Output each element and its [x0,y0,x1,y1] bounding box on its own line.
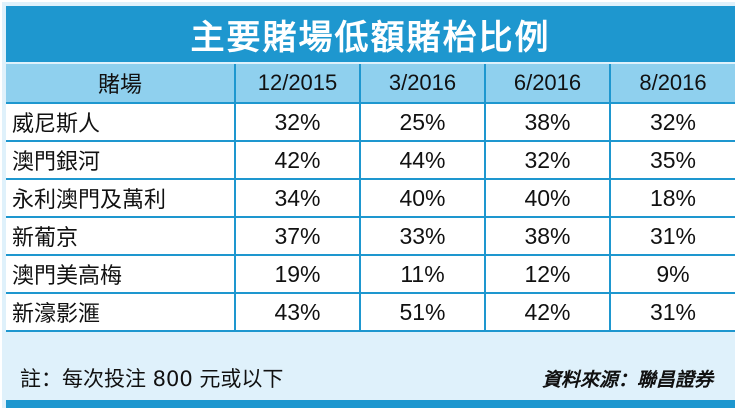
column-header-12-2015: 12/2015 [234,64,361,104]
table-cell: 32% [484,141,611,180]
table-cell: 33% [359,217,486,256]
table-row: 威尼斯人 32% 25% 38% 32% [6,103,735,142]
table-row: 澳門美高梅 19% 11% 12% 9% [6,255,735,294]
table-cell: 44% [359,141,486,180]
footer: 註：每次投注 800 元或以下 資料來源：聯昌證券 [6,358,735,398]
table-cell: 9% [609,255,735,294]
table-cell: 40% [359,179,486,218]
table-cell: 19% [234,255,361,294]
casino-table: 賭場 12/2015 3/2016 6/2016 8/2016 威尼斯人 32%… [6,64,735,332]
page-title: 主要賭場低額賭枱比例 [190,17,551,58]
title-bar: 主要賭場低額賭枱比例 [6,6,735,62]
table-row: 澳門銀河 42% 44% 32% 35% [6,141,735,180]
casino-name: 澳門美高梅 [6,255,236,294]
table-row: 永利澳門及萬利 34% 40% 40% 18% [6,179,735,218]
casino-name: 永利澳門及萬利 [6,179,236,218]
bottom-divider [6,400,735,408]
table-cell: 35% [609,141,735,180]
table-cell: 34% [234,179,361,218]
source-credit: 資料來源：聯昌證券 [541,368,713,391]
table-cell: 40% [484,179,611,218]
column-header-8-2016: 8/2016 [609,64,735,104]
casino-name: 新葡京 [6,217,236,256]
table-header-row: 賭場 12/2015 3/2016 6/2016 8/2016 [6,64,735,104]
table-cell: 11% [359,255,486,294]
table-cell: 38% [484,217,611,256]
table-row: 新濠影滙 43% 51% 42% 31% [6,293,735,332]
table-cell: 32% [609,103,735,142]
table-cell: 51% [359,293,486,332]
table-cell: 18% [609,179,735,218]
table-row: 新葡京 37% 33% 38% 31% [6,217,735,256]
casino-name: 澳門銀河 [6,141,236,180]
table-cell: 31% [609,293,735,332]
column-header-casino: 賭場 [6,64,236,104]
table-cell: 32% [234,103,361,142]
table-cell: 42% [234,141,361,180]
table-cell: 38% [484,103,611,142]
column-header-6-2016: 6/2016 [484,64,611,104]
casino-name: 新濠影滙 [6,293,236,332]
table-cell: 12% [484,255,611,294]
footnote: 註：每次投注 800 元或以下 [20,367,284,391]
casino-name: 威尼斯人 [6,103,236,142]
table-cell: 43% [234,293,361,332]
table-cell: 25% [359,103,486,142]
column-header-3-2016: 3/2016 [359,64,486,104]
table-cell: 31% [609,217,735,256]
table-cell: 37% [234,217,361,256]
table-cell: 42% [484,293,611,332]
